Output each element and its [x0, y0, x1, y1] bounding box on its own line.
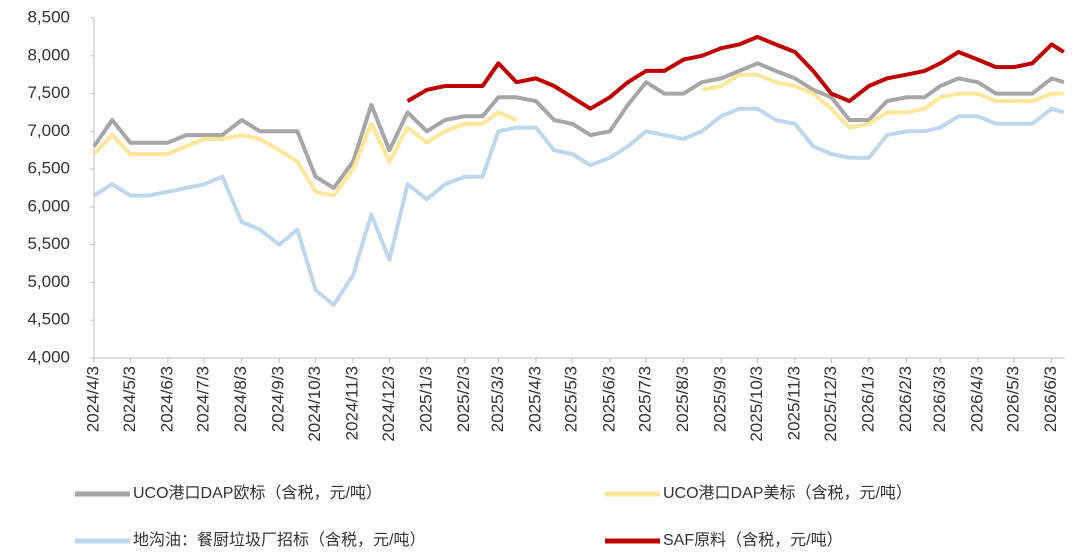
x-tick-label: 2026/4/3 [967, 366, 986, 432]
x-tick-label: 2024/12/3 [379, 366, 398, 442]
legend-label: 地沟油：餐厨垃圾厂招标（含税，元/吨） [133, 531, 425, 549]
x-tick-label: 2025/10/3 [747, 366, 766, 442]
x-tick-label: 2024/4/3 [83, 366, 102, 432]
legend-label: UCO港口DAP欧标（含税，元/吨） [133, 484, 382, 502]
x-tick-label: 2024/11/3 [343, 366, 362, 440]
y-tick-label: 6,500 [27, 159, 70, 178]
x-tick-label: 2025/2/3 [454, 366, 473, 432]
x-tick-label: 2024/7/3 [194, 366, 213, 432]
x-tick-label: 2026/6/3 [1041, 366, 1060, 432]
y-tick-label: 7,000 [27, 121, 70, 140]
y-tick-label: 6,000 [27, 196, 70, 215]
series-line [406, 34, 1065, 111]
legend-label: UCO港口DAP美标（含税，元/吨） [663, 484, 912, 502]
series-line [92, 61, 1065, 190]
x-tick-label: 2025/8/3 [673, 366, 692, 432]
y-tick-label: 4,000 [27, 347, 70, 366]
x-tick-label: 2025/11/3 [784, 366, 803, 440]
x-tick-label: 2025/6/3 [599, 366, 618, 432]
x-tick-label: 2025/7/3 [636, 366, 655, 432]
x-tick-label: 2026/3/3 [930, 366, 949, 432]
x-tick-label: 2024/9/3 [269, 366, 288, 432]
x-tick-label: 2024/6/3 [157, 366, 176, 432]
x-tick-label: 2024/5/3 [120, 366, 139, 432]
y-tick-label: 8,000 [27, 45, 70, 64]
x-tick-label: 2026/2/3 [896, 366, 915, 432]
y-tick-label: 8,500 [27, 7, 70, 26]
y-tick-label: 5,500 [27, 234, 70, 253]
y-tick-label: 5,000 [27, 272, 70, 291]
x-tick-label: 2024/8/3 [231, 366, 250, 432]
x-tick-label: 2025/4/3 [525, 366, 544, 432]
y-tick-label: 4,500 [27, 310, 70, 329]
x-tick-label: 2025/3/3 [488, 366, 507, 432]
x-tick-label: 2026/1/3 [858, 366, 877, 432]
y-tick-label: 7,500 [27, 83, 70, 102]
x-tick-label: 2025/9/3 [711, 366, 730, 432]
x-tick-label: 2025/5/3 [562, 366, 581, 432]
legend-label: SAF原料（含税，元/吨） [663, 531, 843, 549]
x-tick-label: 2026/5/3 [1004, 366, 1023, 432]
x-tick-label: 2025/12/3 [821, 366, 840, 442]
x-tick-label: 2024/10/3 [305, 366, 324, 442]
x-tick-label: 2025/1/3 [416, 366, 435, 432]
series-line [92, 106, 1065, 308]
series-line [92, 72, 1064, 198]
